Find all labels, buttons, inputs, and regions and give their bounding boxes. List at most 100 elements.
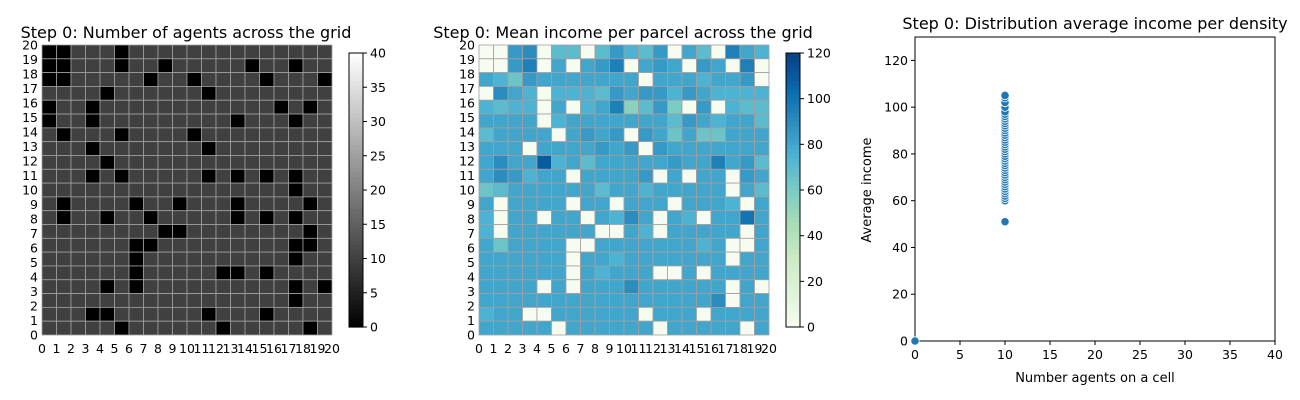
heatmap-cell — [317, 224, 333, 239]
heatmap-cell — [623, 113, 639, 129]
heatmap-cell — [186, 141, 202, 156]
colorbar-segment — [786, 194, 800, 200]
heatmap-cell — [143, 237, 159, 253]
colorbar-segment — [349, 281, 363, 287]
scatter-plot-frame — [914, 36, 1276, 342]
heatmap-cell — [522, 265, 538, 281]
heatmap-cell — [230, 182, 246, 198]
heatmap-cell — [244, 320, 260, 336]
heatmap-cell — [302, 293, 318, 308]
colorbar-segment — [786, 322, 800, 328]
heatmap-cell — [157, 279, 173, 294]
heatmap-cell — [317, 306, 333, 322]
colorbar-segment — [349, 322, 363, 328]
heatmap-cell — [186, 86, 202, 101]
heatmap-cell — [623, 127, 639, 143]
heatmap-cell — [302, 113, 318, 129]
heatmap-cell — [710, 113, 726, 129]
heatmap-cell — [478, 320, 494, 336]
colorbar-segment — [349, 190, 363, 196]
heatmap-cell — [739, 72, 755, 87]
colorbar-segment — [349, 57, 363, 63]
heatmap-cell — [696, 141, 712, 156]
heatmap-cell — [288, 72, 304, 87]
heatmap-cell — [244, 306, 260, 322]
y-tick-label: 6 — [30, 241, 38, 256]
heatmap-cell — [114, 58, 130, 74]
heatmap-cell — [114, 251, 130, 267]
x-tick-label: 4 — [533, 341, 541, 356]
heatmap-cell — [128, 168, 144, 184]
colorbar-segment — [349, 148, 363, 155]
heatmap-cell — [186, 237, 202, 253]
heatmap-cell — [172, 113, 188, 129]
heatmap-cell — [594, 168, 610, 184]
heatmap-cell — [551, 265, 567, 281]
heatmap-cell — [172, 210, 188, 225]
heatmap-cell — [288, 196, 304, 212]
heatmap-cell — [201, 86, 217, 101]
heatmap-cell — [157, 265, 173, 281]
heatmap-cell — [259, 265, 275, 281]
colorbar-segment — [786, 153, 800, 159]
heatmap-cell — [157, 72, 173, 87]
heatmap-cell — [522, 168, 538, 184]
heatmap-cell — [230, 127, 246, 143]
heatmap-cell — [157, 251, 173, 267]
heatmap-cell — [288, 127, 304, 143]
colorbar-segment — [786, 281, 800, 287]
heatmap-cell — [317, 279, 333, 294]
y-tick-label: 19 — [22, 52, 38, 67]
colorbar-segment — [786, 258, 800, 264]
colorbar-segment — [786, 148, 800, 155]
heatmap-cell — [681, 320, 697, 336]
colorbar-segment — [349, 249, 363, 255]
colorbar-segment — [786, 84, 800, 91]
heatmap-cell — [565, 210, 581, 225]
colorbar-segment — [786, 203, 800, 209]
heatmap-cell — [273, 58, 289, 74]
colorbar-segment — [349, 130, 363, 136]
heatmap-cell — [201, 127, 217, 143]
heatmap-cell — [259, 72, 275, 87]
heatmap-cell — [493, 113, 509, 129]
heatmap-cell — [710, 279, 726, 294]
heatmap-cell — [317, 196, 333, 212]
x-tick-label: 6 — [125, 341, 133, 356]
heatmap-cell — [652, 113, 668, 129]
heatmap-cell — [215, 155, 231, 170]
heatmap-cell — [230, 196, 246, 212]
heatmap-cell — [99, 127, 115, 143]
y-tick-label: 4 — [30, 270, 38, 285]
heatmap-cell — [710, 293, 726, 308]
heatmap-cell — [478, 306, 494, 322]
colorbar-segment — [786, 139, 800, 145]
heatmap-cell — [157, 141, 173, 156]
heatmap-cell — [128, 210, 144, 225]
colorbar-segment — [786, 285, 800, 292]
heatmap-cell — [725, 113, 741, 129]
colorbar-segment — [786, 226, 800, 232]
heatmap-cell — [522, 99, 538, 115]
y-tick-label: 9 — [30, 197, 38, 212]
heatmap-cell — [273, 196, 289, 212]
heatmap-cell — [623, 224, 639, 239]
x-tick-label: 15 — [689, 341, 705, 356]
y-tick-label: 10 — [22, 183, 38, 198]
heatmap-cell — [522, 293, 538, 308]
heatmap-cell — [580, 265, 596, 281]
heatmap-cell — [70, 251, 86, 267]
y-tick-label: 18 — [459, 67, 475, 82]
colorbar-segment — [349, 153, 363, 159]
colorbar-segment — [786, 276, 800, 282]
heatmap-cell — [157, 127, 173, 143]
heatmap-cell — [725, 237, 741, 253]
heatmap-cell — [56, 196, 72, 212]
y-tick-label: 7 — [30, 226, 38, 241]
heatmap-cell — [172, 196, 188, 212]
heatmap-cell — [85, 168, 101, 184]
colorbar-segment — [786, 313, 800, 319]
heatmap-cell — [259, 168, 275, 184]
y-tick-label: 12 — [22, 154, 38, 169]
heatmap-cell — [667, 168, 683, 184]
